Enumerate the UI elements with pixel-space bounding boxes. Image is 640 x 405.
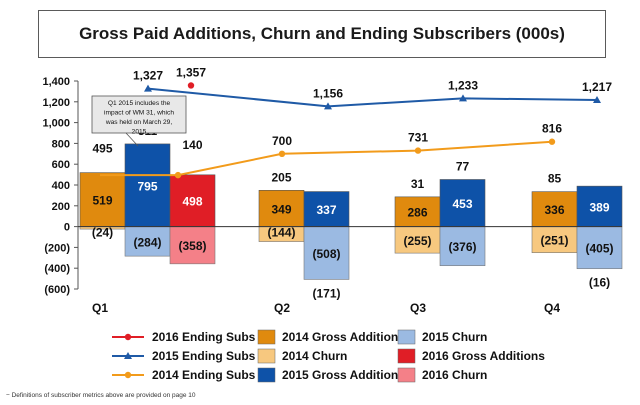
gross-value-label: 389 [589,200,609,214]
y-tick-label: 1,200 [42,97,70,109]
legend-box-swatch [257,367,276,383]
marker-2015-q2 [324,102,332,110]
legend-label: 2015 Churn [422,330,487,344]
gross-value-label: 336 [544,203,564,217]
legend-label: 2016 Churn [422,368,487,382]
y-tick-label: (400) [44,263,70,275]
net-adds-label: (16) [589,276,610,290]
y-tick-label: 0 [64,222,70,234]
ending-subs-value-label: 1,357 [176,65,206,79]
ending-subs-value-label: 816 [542,122,562,136]
marker-2015-q3 [459,94,467,102]
ending-subs-value-label: 1,156 [313,86,343,100]
ending-subs-value-label: 1,217 [582,80,612,94]
annotation-text: Q1 2015 includes the impact of WM 31, whi… [104,100,174,136]
churn-value-label: (24) [92,226,113,240]
annotation-pointer [125,132,139,147]
gross-bar-q2-2014 [258,190,305,227]
ending-subs-value-label: 731 [408,131,428,145]
legend-label: 2014 Gross Additions [282,330,405,344]
net-adds-label: 205 [271,170,291,184]
gross-value-label: 795 [137,179,157,193]
churn-value-label: (251) [540,234,568,248]
y-tick-label: (200) [44,242,70,254]
annotation-line: impact of WM 31, which [104,110,174,117]
x-category-label: Q2 [274,301,290,315]
marker-2015-q1 [144,84,152,92]
churn-value-label: (255) [403,234,431,248]
churn-bar-q1-2016 [169,226,216,265]
y-tick-label: 200 [52,201,70,213]
legend-label: 2014 Churn [282,349,347,363]
legend-label: 2014 Ending Subs [152,368,256,382]
legend-marker [124,371,132,379]
gross-bar-q2-2015 [303,191,350,227]
churn-bar-q4-2015 [576,226,623,270]
gross-value-label: 337 [316,203,336,217]
net-adds-label: 495 [92,142,112,156]
legend-box-swatch [257,329,276,345]
churn-bar-q3-2015 [439,226,486,267]
churn-bar-q4-2014 [531,226,578,254]
legend-label: 2016 Ending Subs [152,330,256,344]
legend-box-swatch [257,348,276,364]
net-adds-label: (171) [312,286,340,300]
gross-value-label: 453 [452,197,472,211]
annotation-line: 2015 [132,129,147,136]
y-tick-label: 400 [52,180,70,192]
legend-box-swatch [397,367,416,383]
y-tick-label: 1,400 [42,76,70,88]
footnote: − Definitions of subscriber metrics abov… [6,392,196,399]
x-category-label: Q1 [92,301,108,315]
marker-2014-q3 [414,147,422,154]
legend-box-swatch [397,329,416,345]
churn-value-label: (284) [133,235,161,249]
annotation-box [91,95,187,134]
marker-2014-q1 [174,171,182,179]
chart-title-box: Gross Paid Additions, Churn and Ending S… [38,10,606,58]
legend-label: 2015 Gross Additions [282,368,405,382]
net-adds-label: 77 [456,159,470,173]
x-category-label: Q4 [544,301,560,315]
marker-2014-q2 [278,150,286,157]
net-adds-label: 85 [548,172,562,186]
churn-value-label: (508) [312,247,340,261]
gross-value-label: 519 [92,194,112,208]
churn-value-label: (358) [178,239,206,253]
marker-2014-q4 [548,138,556,145]
churn-value-label: (376) [448,240,476,254]
y-tick-label: 800 [52,138,70,150]
legend-marker [124,333,132,341]
line-2015-ending-subs [147,87,598,108]
gross-bar-q1-2016 [169,174,216,227]
marker-2015-q4 [593,96,601,104]
y-tick-label: (600) [44,284,70,296]
net-adds-label: 31 [411,177,425,191]
gross-value-label: 349 [271,202,291,216]
gross-value-label: 498 [182,195,202,209]
legend-box-swatch [397,348,416,364]
gross-value-label: 286 [407,206,427,220]
gross-bar-q1-2014 [79,172,126,227]
y-tick-label: 600 [52,159,70,171]
annotation-line: was held on March 29, [105,119,173,126]
churn-value-label: (405) [585,242,613,256]
legend-label: 2015 Ending Subs [152,349,256,363]
ending-subs-value-label: 1,327 [133,69,163,83]
legend-label: 2016 Gross Additions [422,349,545,363]
legend-marker [124,352,132,359]
churn-bar-q2-2015 [303,226,350,280]
chart-title: Gross Paid Additions, Churn and Ending S… [79,24,565,43]
gross-bar-q3-2015 [439,179,486,227]
ending-subs-value-label: 700 [272,134,292,148]
ending-subs-value-label: 1,233 [448,78,478,92]
x-category-label: Q3 [410,301,426,315]
y-tick-label: 1,000 [42,118,70,130]
churn-value-label: (144) [267,226,295,240]
marker-2016-q1 [187,82,195,89]
gross-bar-q4-2015 [576,185,623,227]
net-adds-label: 140 [182,138,202,152]
annotation-line: Q1 2015 includes the [108,100,171,107]
